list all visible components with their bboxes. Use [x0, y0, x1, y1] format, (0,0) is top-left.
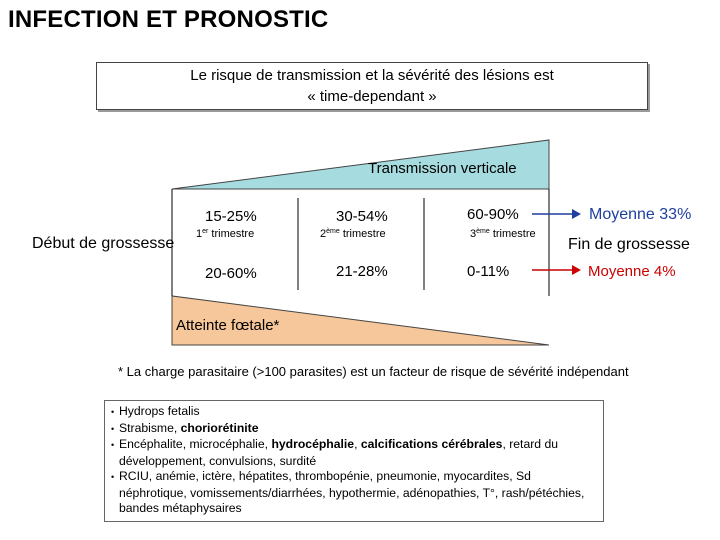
transmission-label: Transmission verticale	[368, 160, 517, 177]
clinical-sign-text: calcifications cérébrales	[360, 437, 503, 451]
transmission-t2: 30-54%	[336, 208, 388, 225]
clinical-sign-text: , retard du développement, convulsions, …	[119, 437, 559, 468]
page-title: INFECTION ET PRONOSTIC	[8, 6, 329, 33]
clinical-sign-text: choriorétinite	[180, 420, 259, 435]
fetal-t2: 21-28%	[336, 263, 388, 280]
trimester-3-label: 3ème trimestre	[470, 228, 536, 240]
fetal-t1: 20-60%	[205, 265, 257, 282]
bullet-icon: •	[111, 440, 115, 450]
clinical-sign-text: RCIU, anémie, ictère, hépatites, thrombo…	[119, 469, 585, 515]
clinical-sign-text: Encéphalite, microcéphalie,	[119, 437, 272, 451]
trimester-2-label: 2ème trimestre	[320, 228, 386, 240]
clinical-signs-box: • Hydrops fetalis • Strabisme, choriorétini…	[104, 400, 604, 522]
start-label: Début de grossesse	[32, 235, 175, 252]
arrow-bottom-head	[572, 265, 581, 275]
end-label: Fin de grossesse	[568, 236, 690, 253]
clinical-sign-text: Strabisme,	[119, 420, 181, 435]
clinical-sign-item: • Encéphalite, microcéphalie, hydrocéphal…	[109, 437, 599, 469]
transmission-average: Moyenne 33%	[589, 206, 692, 223]
fetal-average: Moyenne 4%	[588, 263, 676, 280]
intro-line-1: Le risque de transmission et la sévérité…	[190, 67, 554, 84]
clinical-sign-text: hydrocéphalie	[271, 437, 355, 451]
intro-box: Le risque de transmission et la sévérité…	[96, 62, 648, 110]
clinical-sign-item: • Hydrops fetalis	[109, 404, 599, 421]
clinical-sign-item: • RCIU, anémie, ictère, hépatites, thromb…	[109, 469, 599, 517]
fetal-t3: 0-11%	[467, 263, 510, 280]
bullet-icon: •	[111, 472, 115, 482]
clinical-sign-text: Hydrops fetalis	[119, 404, 200, 418]
transmission-t1: 15-25%	[205, 208, 257, 225]
footnote: * La charge parasitaire (>100 parasites)…	[118, 364, 629, 379]
fetal-damage-wedge	[171, 295, 550, 346]
clinical-signs-list: • Hydrops fetalis • Strabisme, choriorétini…	[109, 404, 599, 517]
intro-line-2: « time-dependant »	[307, 88, 437, 105]
fetal-damage-label: Atteinte fœtale*	[176, 317, 280, 334]
transmission-t3: 60-90%	[467, 206, 519, 223]
bullet-icon: •	[111, 407, 115, 417]
trimester-1-label: 1er trimestre	[196, 228, 255, 240]
clinical-sign-item: • Strabisme, choriorétinite	[109, 421, 599, 438]
transmission-wedge	[171, 139, 550, 190]
clinical-sign-text: ,	[354, 437, 361, 451]
bullet-icon: •	[111, 423, 115, 434]
arrow-top-head	[572, 209, 581, 219]
